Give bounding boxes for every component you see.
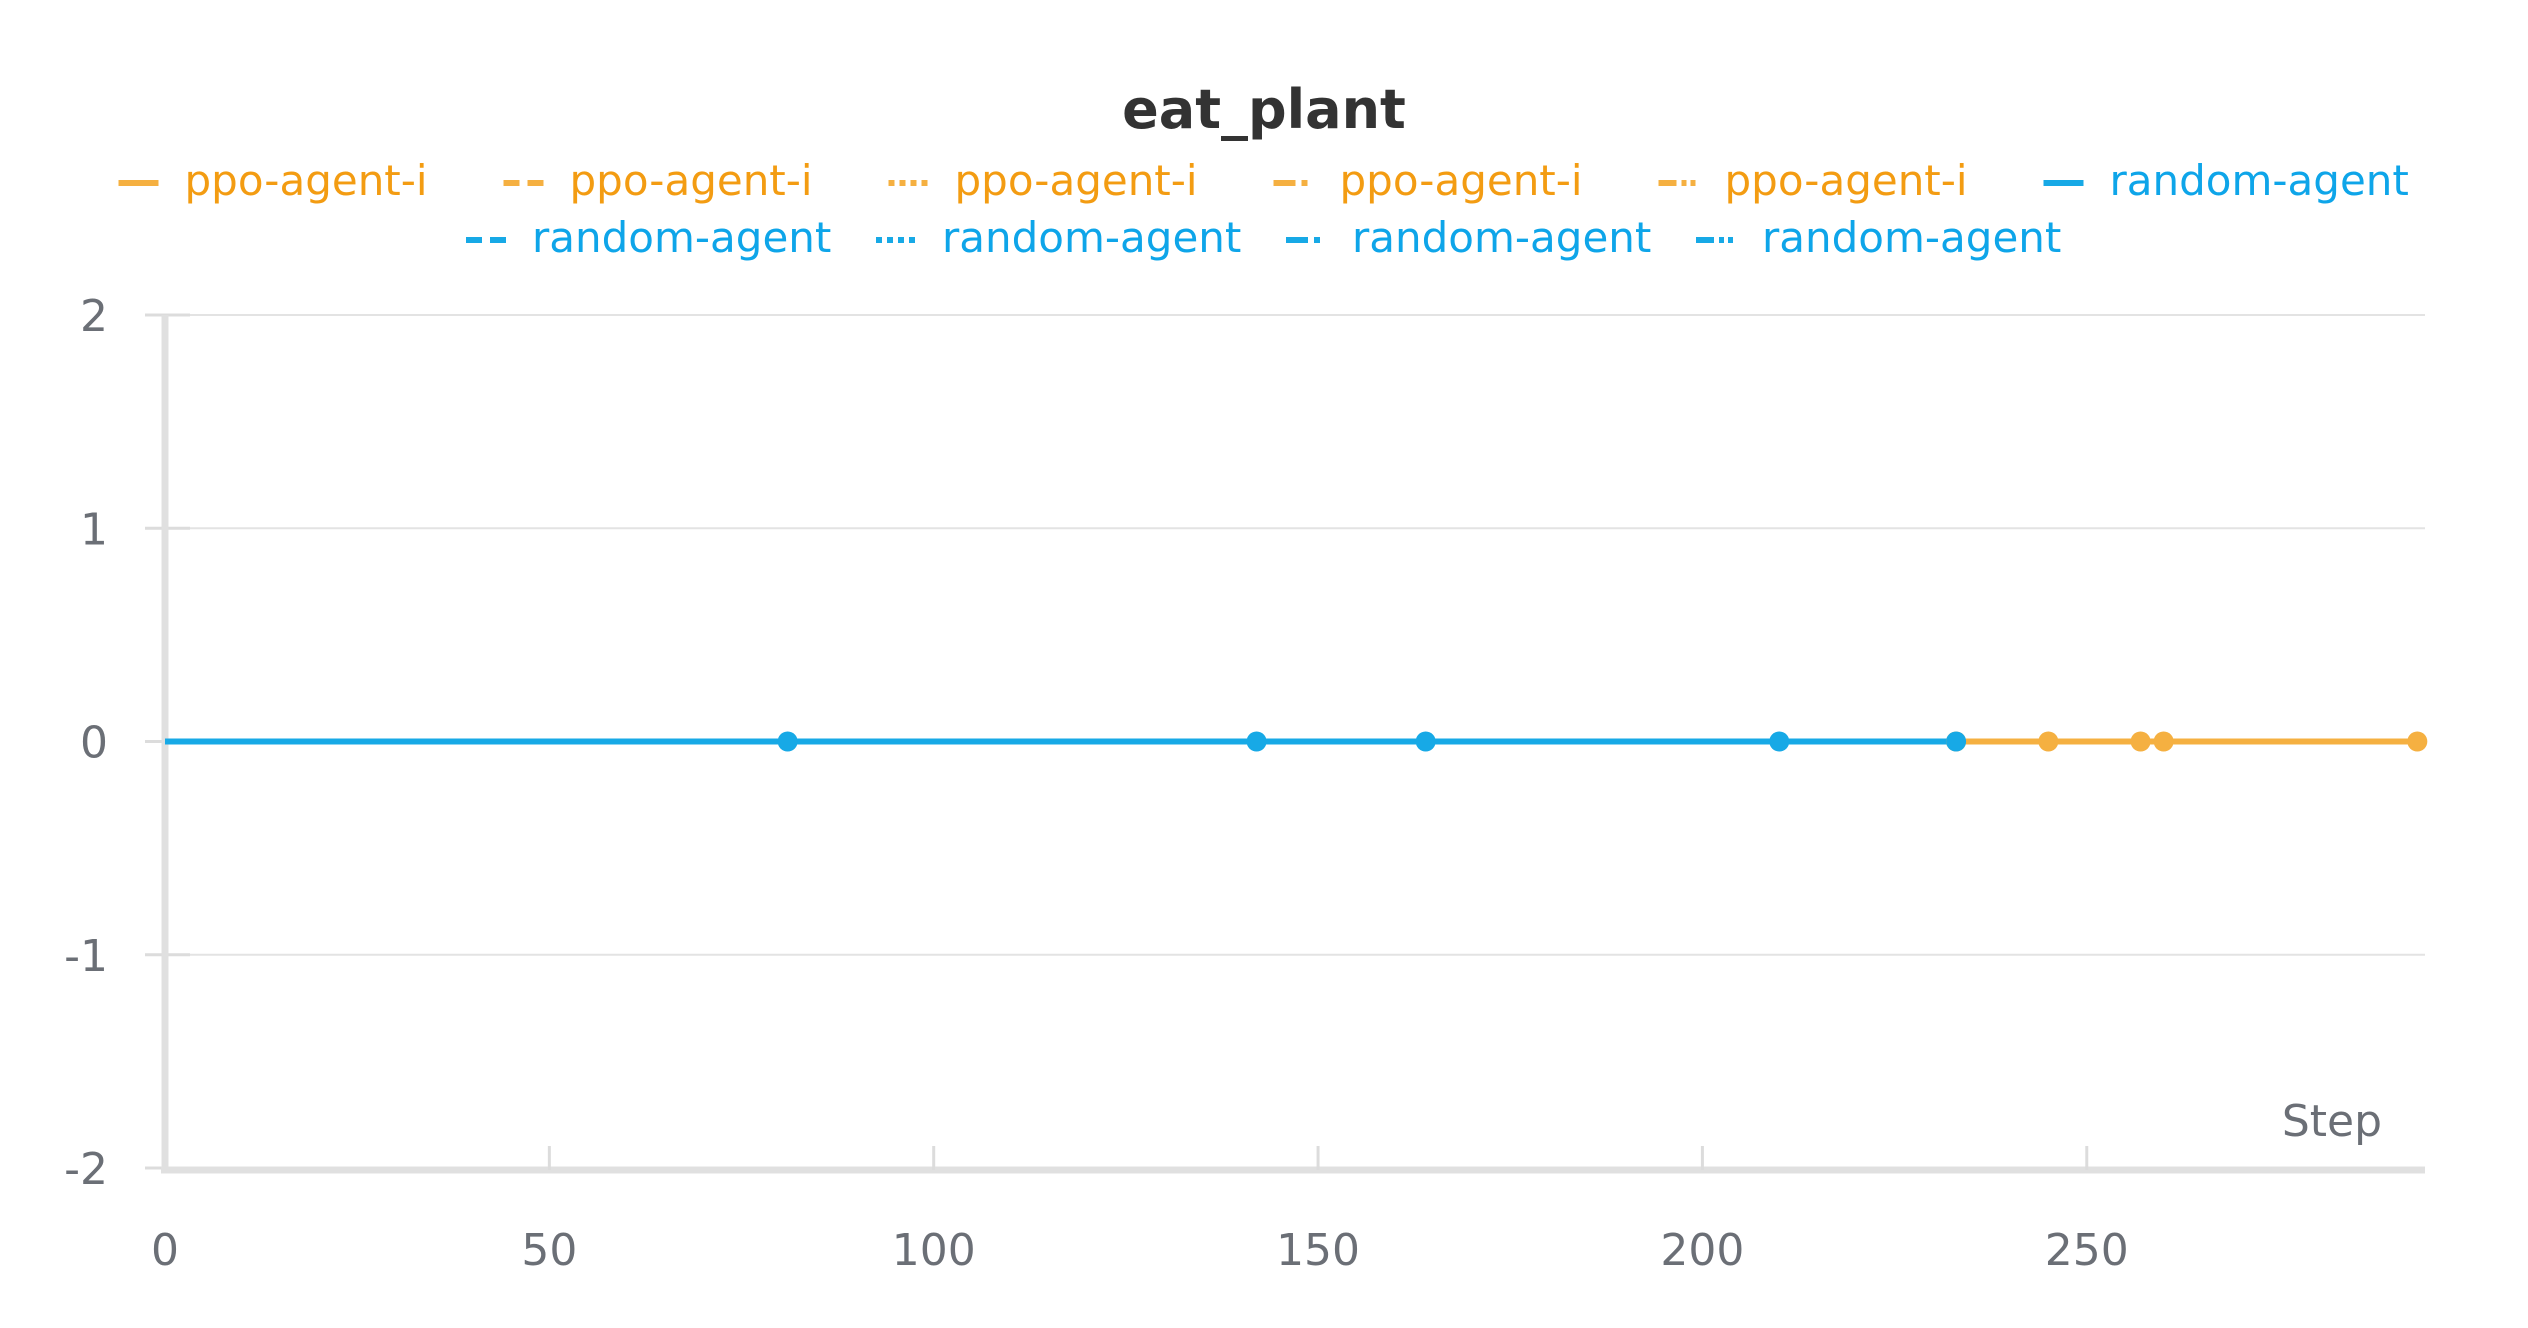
- legend-label: random-agent: [1352, 213, 1651, 262]
- legend-item-ppo[interactable]: ppo-agent-i: [503, 156, 813, 205]
- legend-item-ppo[interactable]: ppo-agent-i: [888, 156, 1198, 205]
- legend-label: random-agent: [2110, 156, 2409, 205]
- legend-item-random[interactable]: random-agent: [1286, 213, 1651, 262]
- legend-label: random-agent: [532, 213, 831, 262]
- legend-item-ppo[interactable]: ppo-agent-i: [118, 156, 428, 205]
- legend-label: ppo-agent-i: [1725, 156, 1968, 205]
- legend-label: ppo-agent-i: [1340, 156, 1583, 205]
- axes: -2 -1 0 1 2 0 50 100 150 200 250: [64, 291, 2425, 1276]
- y-tick-label: 1: [80, 504, 108, 555]
- y-tick-label: -1: [64, 931, 108, 982]
- x-tick-label: 100: [892, 1225, 976, 1276]
- data-point-random: [1946, 731, 1967, 752]
- data-point-ppo: [2153, 731, 2174, 752]
- legend-item-ppo[interactable]: ppo-agent-i: [1273, 156, 1583, 205]
- legend-item-ppo[interactable]: ppo-agent-i: [1658, 156, 1968, 205]
- data-point-ppo: [2038, 731, 2059, 752]
- legend-item-random[interactable]: random-agent: [466, 213, 831, 262]
- data-point-random: [777, 731, 798, 752]
- y-tick-label: 2: [80, 291, 108, 342]
- legend-item-random[interactable]: random-agent: [876, 213, 1241, 262]
- x-axis-label: Step: [2282, 1096, 2382, 1147]
- legend-item-random[interactable]: random-agent: [1696, 213, 2061, 262]
- y-tick-label: -2: [64, 1144, 108, 1195]
- chart-title: eat_plant: [1122, 78, 1406, 141]
- legend-label: random-agent: [942, 213, 1241, 262]
- legend-label: ppo-agent-i: [185, 156, 428, 205]
- data-point-random: [1415, 731, 1436, 752]
- x-tick-label: 200: [1660, 1225, 1744, 1276]
- x-tick-label: 0: [151, 1225, 179, 1276]
- data-point-ppo: [2130, 731, 2151, 752]
- x-tick-label: 150: [1276, 1225, 1360, 1276]
- legend-label: random-agent: [1762, 213, 2061, 262]
- data-point-random: [1246, 731, 1267, 752]
- legend-label: ppo-agent-i: [955, 156, 1198, 205]
- legend-label: ppo-agent-i: [570, 156, 813, 205]
- legend: ppo-agent-i ppo-agent-i ppo-agent-i ppo-age…: [118, 156, 2409, 262]
- data-point-ppo: [2407, 731, 2428, 752]
- x-tick-label: 250: [2045, 1225, 2129, 1276]
- data-points: [777, 731, 2428, 752]
- legend-item-random[interactable]: random-agent: [2043, 156, 2409, 205]
- x-tick-label: 50: [521, 1225, 577, 1276]
- data-point-random: [1769, 731, 1790, 752]
- y-tick-label: 0: [80, 718, 108, 769]
